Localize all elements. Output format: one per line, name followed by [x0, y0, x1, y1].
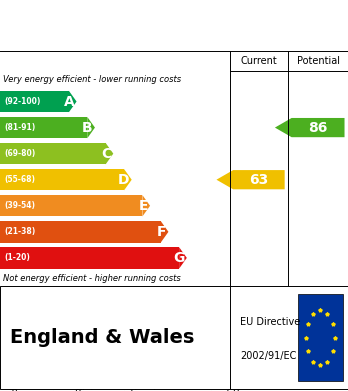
Text: (69-80): (69-80) [4, 149, 35, 158]
Polygon shape [161, 221, 168, 242]
Text: F: F [157, 225, 166, 239]
Text: (39-54): (39-54) [4, 201, 35, 210]
Text: Energy Efficiency Rating: Energy Efficiency Rating [9, 19, 230, 34]
Text: 86: 86 [308, 120, 328, 135]
Bar [0, 247, 179, 269]
Text: D: D [118, 173, 129, 187]
Bar [0, 117, 87, 138]
Polygon shape [142, 195, 150, 217]
Text: 2002/91/EC: 2002/91/EC [240, 351, 296, 361]
Text: Not energy efficient - higher running costs: Not energy efficient - higher running co… [3, 274, 181, 283]
Polygon shape [216, 170, 285, 189]
Text: C: C [101, 147, 111, 161]
Bar [298, 294, 343, 381]
Polygon shape [69, 91, 77, 112]
Text: E: E [139, 199, 148, 213]
Bar [0, 91, 69, 112]
Text: G: G [173, 251, 185, 265]
Polygon shape [179, 247, 187, 269]
Text: EU Directive: EU Directive [240, 317, 300, 327]
Text: Very energy efficient - lower running costs: Very energy efficient - lower running co… [3, 75, 182, 84]
Polygon shape [124, 169, 132, 190]
Bar [0, 169, 124, 190]
Text: Current: Current [240, 56, 277, 66]
Text: The energy efficiency rating is a measure of the
overall efficiency of a home. T: The energy efficiency rating is a measur… [9, 389, 260, 391]
Polygon shape [87, 117, 95, 138]
Text: (1-20): (1-20) [4, 253, 30, 262]
Text: (55-68): (55-68) [4, 175, 35, 184]
Polygon shape [275, 118, 345, 137]
Text: (81-91): (81-91) [4, 123, 35, 132]
Bar [0, 221, 161, 242]
Text: B: B [82, 120, 93, 135]
Text: England & Wales: England & Wales [10, 328, 195, 347]
Bar [0, 195, 142, 217]
Text: A: A [64, 95, 74, 109]
Text: 63: 63 [249, 173, 269, 187]
Polygon shape [106, 143, 113, 164]
Text: Potential: Potential [296, 56, 340, 66]
Text: (92-100): (92-100) [4, 97, 41, 106]
Text: (21-38): (21-38) [4, 227, 35, 236]
Bar [0, 143, 106, 164]
